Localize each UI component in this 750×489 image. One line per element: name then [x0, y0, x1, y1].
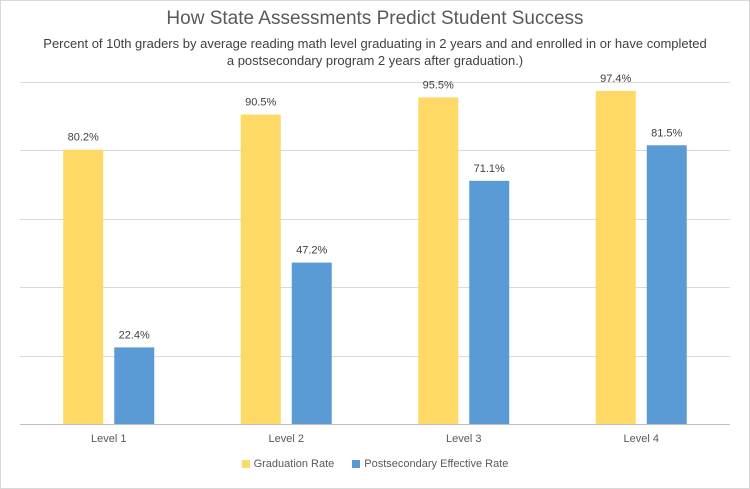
chart-title: How State Assessments Predict Student Su…: [166, 8, 584, 29]
legend-label-postsecondary-effective-rate: Postsecondary Effective Rate: [364, 458, 509, 470]
bar-graduation-rate-level-4: [595, 90, 636, 424]
data-label-postsecondary-effective-rate-level-1: 22.4%: [119, 329, 150, 341]
legend: Graduation Rate Postsecondary Effective …: [0, 458, 750, 470]
chart-subtitle: Percent of 10th graders by average readi…: [43, 36, 707, 68]
data-label-graduation-rate-level-1: 80.2%: [68, 132, 99, 144]
data-label-graduation-rate-level-2: 90.5%: [245, 96, 276, 108]
x-tick-label-level-4: Level 4: [624, 433, 659, 445]
data-label-postsecondary-effective-rate-level-4: 81.5%: [651, 127, 682, 139]
x-tick-label-level-3: Level 3: [446, 433, 481, 445]
legend-item-postsecondary-effective-rate: Postsecondary Effective Rate: [352, 458, 508, 470]
data-label-postsecondary-effective-rate-level-2: 47.2%: [296, 245, 327, 257]
legend-item-graduation-rate: Graduation Rate: [241, 458, 335, 470]
legend-label-graduation-rate: Graduation Rate: [253, 458, 335, 470]
x-tick-label-level-2: Level 2: [269, 433, 304, 445]
data-label-postsecondary-effective-rate-level-3: 71.1%: [474, 163, 505, 175]
legend-swatch-postsecondary-effective-rate: [352, 460, 361, 468]
legend-swatch-graduation-rate: [241, 460, 250, 468]
bar-postsecondary-effective-rate-level-3: [469, 180, 510, 424]
data-label-graduation-rate-level-3: 95.5%: [423, 79, 454, 91]
bar-postsecondary-effective-rate-level-4: [646, 145, 687, 424]
x-tick-label-level-1: Level 1: [91, 433, 126, 445]
bar-graduation-rate-level-3: [418, 97, 459, 424]
bar-graduation-rate-level-2: [240, 114, 281, 425]
bar-postsecondary-effective-rate-level-1: [114, 347, 155, 424]
bar-postsecondary-effective-rate-level-2: [291, 262, 332, 424]
data-label-graduation-rate-level-4: 97.4%: [600, 73, 631, 85]
bar-graduation-rate-level-1: [63, 149, 104, 424]
